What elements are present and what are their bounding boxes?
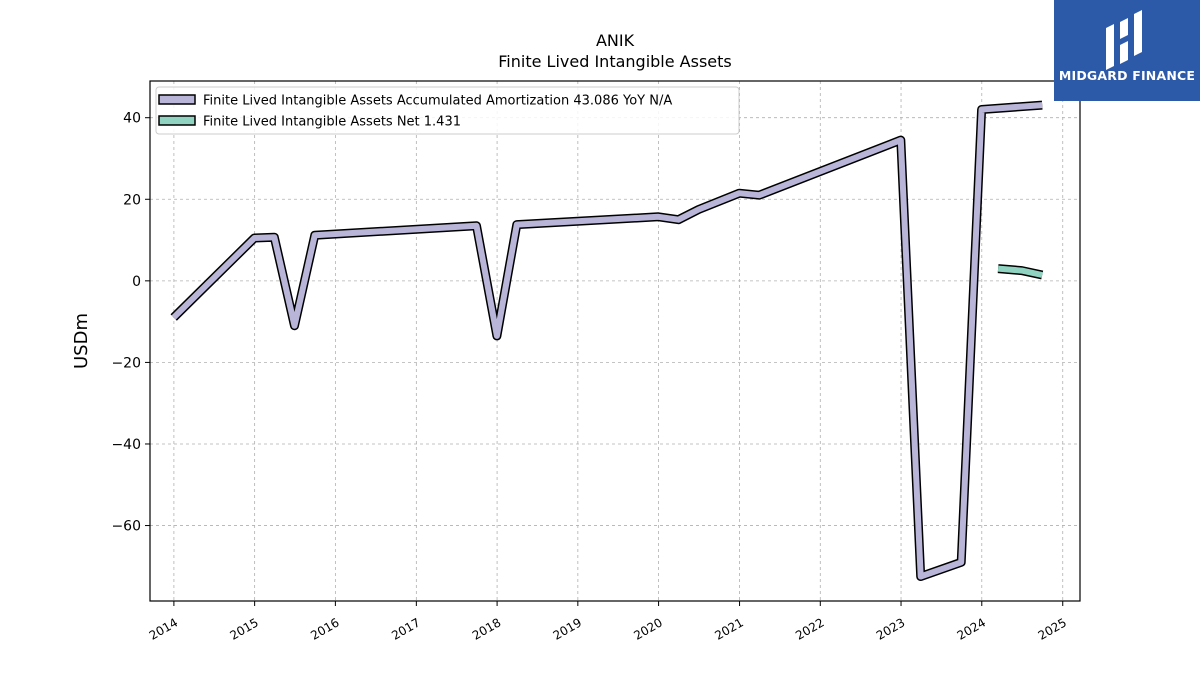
x-tick-label: 2015	[227, 615, 260, 642]
series-line-1	[997, 265, 1043, 278]
legend-label-0: Finite Lived Intangible Assets Accumulat…	[203, 94, 672, 109]
legend-box	[155, 86, 740, 135]
axes-frame	[149, 80, 1081, 602]
logo-mark-icon	[1106, 10, 1142, 70]
x-tick-label: 2021	[712, 615, 745, 642]
x-tick-label: 2020	[631, 615, 664, 642]
x-tick-label: 2023	[874, 615, 907, 642]
legend-label-1: Finite Lived Intangible Assets Net 1.431	[203, 115, 461, 130]
y-tick-label: 20	[123, 192, 141, 208]
legend-swatch-0	[158, 94, 196, 105]
y-axis-label: USDm	[71, 313, 92, 369]
x-tick-label: 2014	[147, 615, 180, 642]
y-tick-label: 0	[132, 274, 141, 290]
chart-title: ANIK	[595, 31, 635, 50]
x-tick-label: 2018	[470, 615, 503, 642]
x-tick-label: 2025	[1036, 615, 1069, 642]
x-tick-label: 2024	[955, 615, 988, 642]
y-tick-label: −20	[111, 355, 141, 371]
x-tick-label: 2019	[551, 615, 584, 642]
chart-subtitle: Finite Lived Intangible Assets	[498, 52, 732, 71]
y-tick-label: 40	[123, 111, 141, 127]
legend-swatch-1	[158, 115, 196, 126]
x-tick-label: 2017	[389, 615, 422, 642]
x-tick-label: 2016	[308, 615, 341, 642]
legend: Finite Lived Intangible Assets Accumulat…	[155, 86, 740, 135]
y-tick-label: −60	[111, 519, 141, 535]
plot-area	[150, 81, 1080, 601]
series-line-0	[171, 102, 1043, 580]
logo-text: MIDGARD FINANCE	[1058, 68, 1196, 83]
x-tick-label: 2022	[793, 615, 826, 642]
y-tick-label: −40	[111, 437, 141, 453]
midgard-finance-logo: MIDGARD FINANCE	[1054, 0, 1200, 101]
